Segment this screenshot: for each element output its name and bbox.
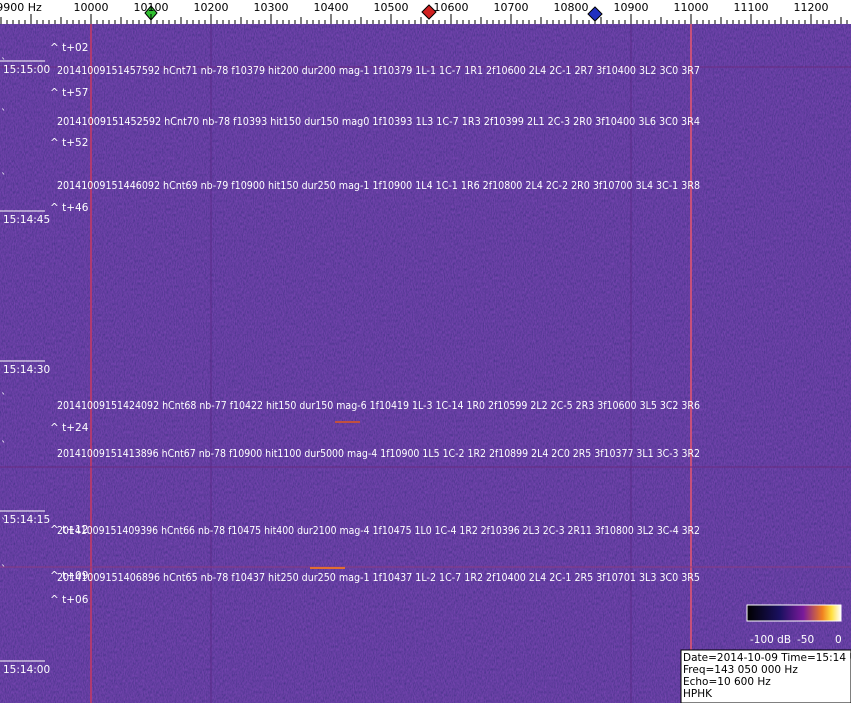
info-line: Date=2014-10-09 Time=15:14 UTC (683, 652, 851, 664)
detection-row: 20141009151446092 hCnt69 nb-79 f10900 hi… (57, 180, 700, 192)
info-box (680, 649, 851, 703)
freq-label: 10600 (434, 1, 469, 14)
detection-row: 20141009151452592 hCnt70 nb-78 f10393 hi… (57, 116, 700, 128)
detection-row: 20141009151424092 hCnt68 nb-77 f10422 hi… (57, 400, 700, 412)
scale-label: 0 (835, 634, 842, 646)
offset-label: ^ t+24 (50, 422, 89, 434)
offset-label: ^ t+57 (50, 87, 88, 99)
row-tick: ` (1, 172, 6, 184)
info-line: HPHK (683, 688, 713, 700)
freq-label: 10300 (254, 1, 289, 14)
freq-label: 10000 (74, 1, 109, 14)
freq-label: 10100 (134, 1, 169, 14)
row-tick: ` (1, 392, 6, 404)
waterfall-noise (0, 24, 851, 703)
freq-label: 9900 Hz (0, 1, 42, 14)
detection-row: 20141009151413896 hCnt67 nb-78 f10900 hi… (57, 448, 700, 460)
freq-label: 10400 (314, 1, 349, 14)
row-tick: ` (1, 440, 6, 452)
time-label: 15:14:15 (3, 514, 50, 526)
info-line: Echo=10 600 Hz (683, 676, 771, 688)
offset-label: ^ t+09 (50, 570, 88, 582)
info-line: Freq=143 050 000 Hz (683, 664, 798, 676)
offset-label: ^ t+52 (50, 137, 88, 149)
offset-label: ^ t+02 (50, 42, 88, 54)
detection-row: 20141009151457592 hCnt71 nb-78 f10379 hi… (57, 65, 700, 77)
freq-label: 10500 (374, 1, 409, 14)
row-tick: ` (1, 57, 6, 69)
detection-row: 20141009151409396 hCnt66 nb-78 f10475 hi… (57, 525, 700, 537)
scale-label: -50 (797, 634, 814, 646)
time-label: 15:15:00 (3, 64, 50, 76)
color-scale (746, 604, 842, 622)
time-label: 15:14:45 (3, 214, 50, 226)
freq-label: 11200 (794, 1, 829, 14)
offset-label: ^ t+46 (50, 202, 89, 214)
detection-row: 20141009151406896 hCnt65 nb-78 f10437 hi… (57, 572, 700, 584)
freq-label: 10800 (554, 1, 589, 14)
carriers (0, 24, 851, 703)
row-tick: ` (1, 517, 6, 529)
offset-label: ^ t+06 (50, 594, 89, 606)
row-tick: ` (1, 564, 6, 576)
offset-label: ^ t+12 (50, 524, 88, 536)
row-tick: ` (1, 108, 6, 120)
markers (144, 4, 603, 22)
freq-label: 10900 (614, 1, 649, 14)
freq-label: 10700 (494, 1, 529, 14)
scale-label: -100 dB (750, 634, 791, 646)
freq-label: 11100 (734, 1, 769, 14)
time-label: 15:14:30 (3, 364, 50, 376)
freq-label: 11000 (674, 1, 709, 14)
marker-red (421, 4, 437, 20)
time-label: 15:14:00 (3, 664, 50, 676)
freq-label: 10200 (194, 1, 229, 14)
